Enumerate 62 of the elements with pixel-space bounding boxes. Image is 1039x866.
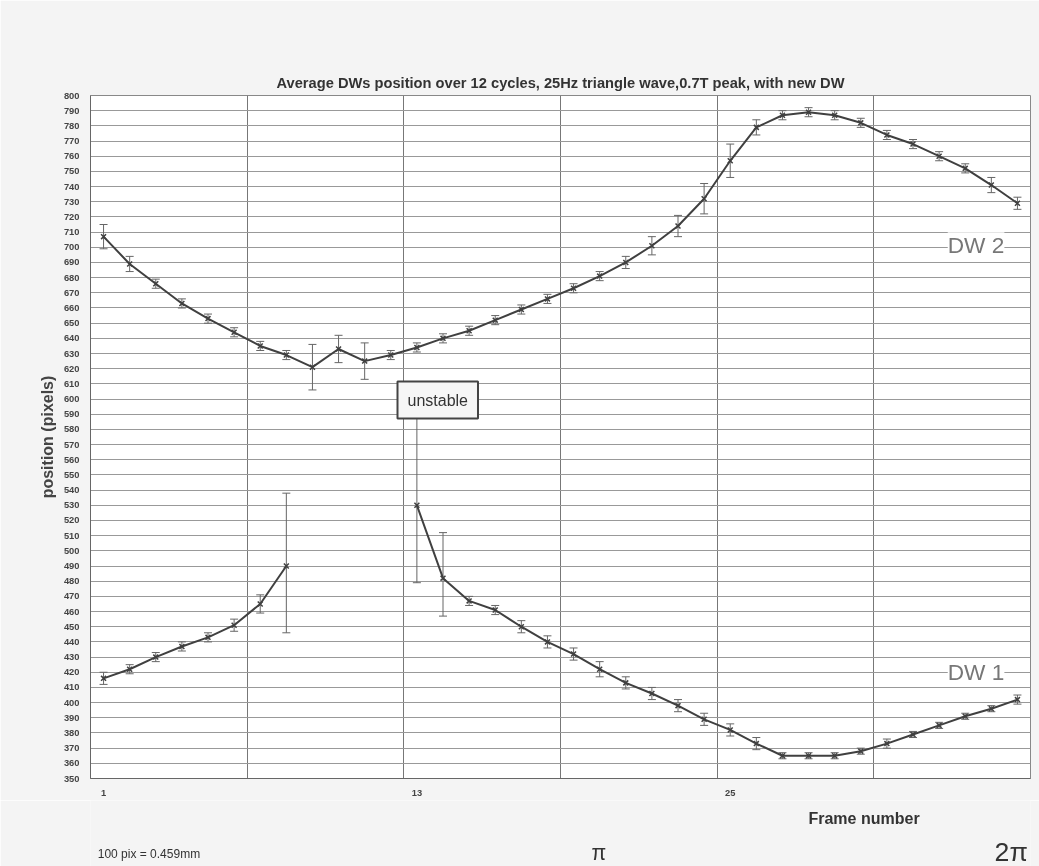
y-tick-label: 380: [63, 727, 80, 738]
y-tick-label: 570: [63, 439, 80, 450]
y-tick-label: 420: [63, 667, 80, 678]
annotation: unstable: [407, 391, 469, 409]
y-axis-title: position (pixels): [38, 375, 56, 499]
y-tick-label: 770: [63, 136, 80, 147]
text: 100 pix = 0.459mm: [97, 846, 201, 861]
y-tick-label: 440: [63, 636, 80, 647]
series-label: DW 1: [947, 658, 1005, 685]
y-tick-label: 510: [63, 530, 80, 541]
y-tick-label: 560: [63, 454, 80, 465]
y-tick-label: 620: [63, 363, 80, 374]
y-tick-label: 790: [63, 105, 80, 116]
y-tick-label: 590: [63, 409, 80, 420]
point: [753, 124, 760, 131]
x-tick-label: 25: [725, 787, 736, 798]
y-tick-label: 550: [63, 469, 80, 480]
y-tick-label: 650: [63, 318, 80, 329]
y-tick-label: 490: [63, 561, 80, 572]
y-tick-label: 710: [63, 227, 80, 238]
point: [674, 222, 682, 230]
y-tick-label: 780: [63, 120, 80, 131]
y-tick-label: 670: [63, 287, 80, 298]
x-tick-label: 13: [411, 787, 423, 798]
y-tick-label: 350: [63, 773, 80, 784]
y-tick-label: 370: [63, 743, 80, 754]
y-tick-label: 580: [63, 424, 80, 435]
y-tick-label: 410: [63, 682, 80, 693]
y-tick-label: 720: [63, 211, 80, 222]
y-tick-label: 680: [63, 272, 80, 283]
chart-title: Average DWs position over 12 cycles, 25Hz triangle wave,0.7T peak, with new DW: [276, 74, 845, 91]
y-tick-label: 610: [63, 378, 80, 389]
y-tick-label: 450: [63, 621, 80, 632]
point: [727, 157, 734, 164]
y-tick-label: 430: [63, 652, 80, 663]
y-tick-label: 360: [63, 758, 80, 769]
y-tick-label: 750: [63, 166, 80, 177]
y-tick-label: 730: [63, 196, 80, 207]
text: 2π: [994, 836, 1028, 866]
y-tick-label: 640: [63, 333, 80, 344]
y-tick-label: 460: [63, 606, 80, 617]
y-tick-label: 690: [63, 257, 80, 268]
y-tick-label: 800: [63, 90, 80, 101]
y-tick-label: 600: [63, 394, 80, 405]
y-tick-label: 540: [63, 485, 80, 496]
x-tick-label: 1: [100, 787, 107, 798]
y-tick-label: 390: [63, 712, 80, 723]
y-tick-label: 630: [63, 348, 80, 359]
y-tick-label: 530: [63, 500, 80, 511]
y-tick-label: 500: [63, 545, 80, 556]
y-tick-label: 470: [63, 591, 80, 602]
y-tick-label: 400: [63, 697, 80, 708]
y-tick-label: 660: [63, 302, 80, 313]
x-axis-title: Frame number: [808, 809, 920, 827]
y-tick-label: 700: [63, 242, 80, 253]
y-tick-label: 760: [63, 151, 80, 162]
y-tick-label: 740: [63, 181, 80, 192]
y-tick-label: 480: [63, 576, 80, 587]
point: [518, 623, 525, 630]
text: π: [591, 840, 607, 865]
y-tick-label: 520: [63, 515, 80, 526]
series-label: DW 2: [947, 232, 1005, 259]
